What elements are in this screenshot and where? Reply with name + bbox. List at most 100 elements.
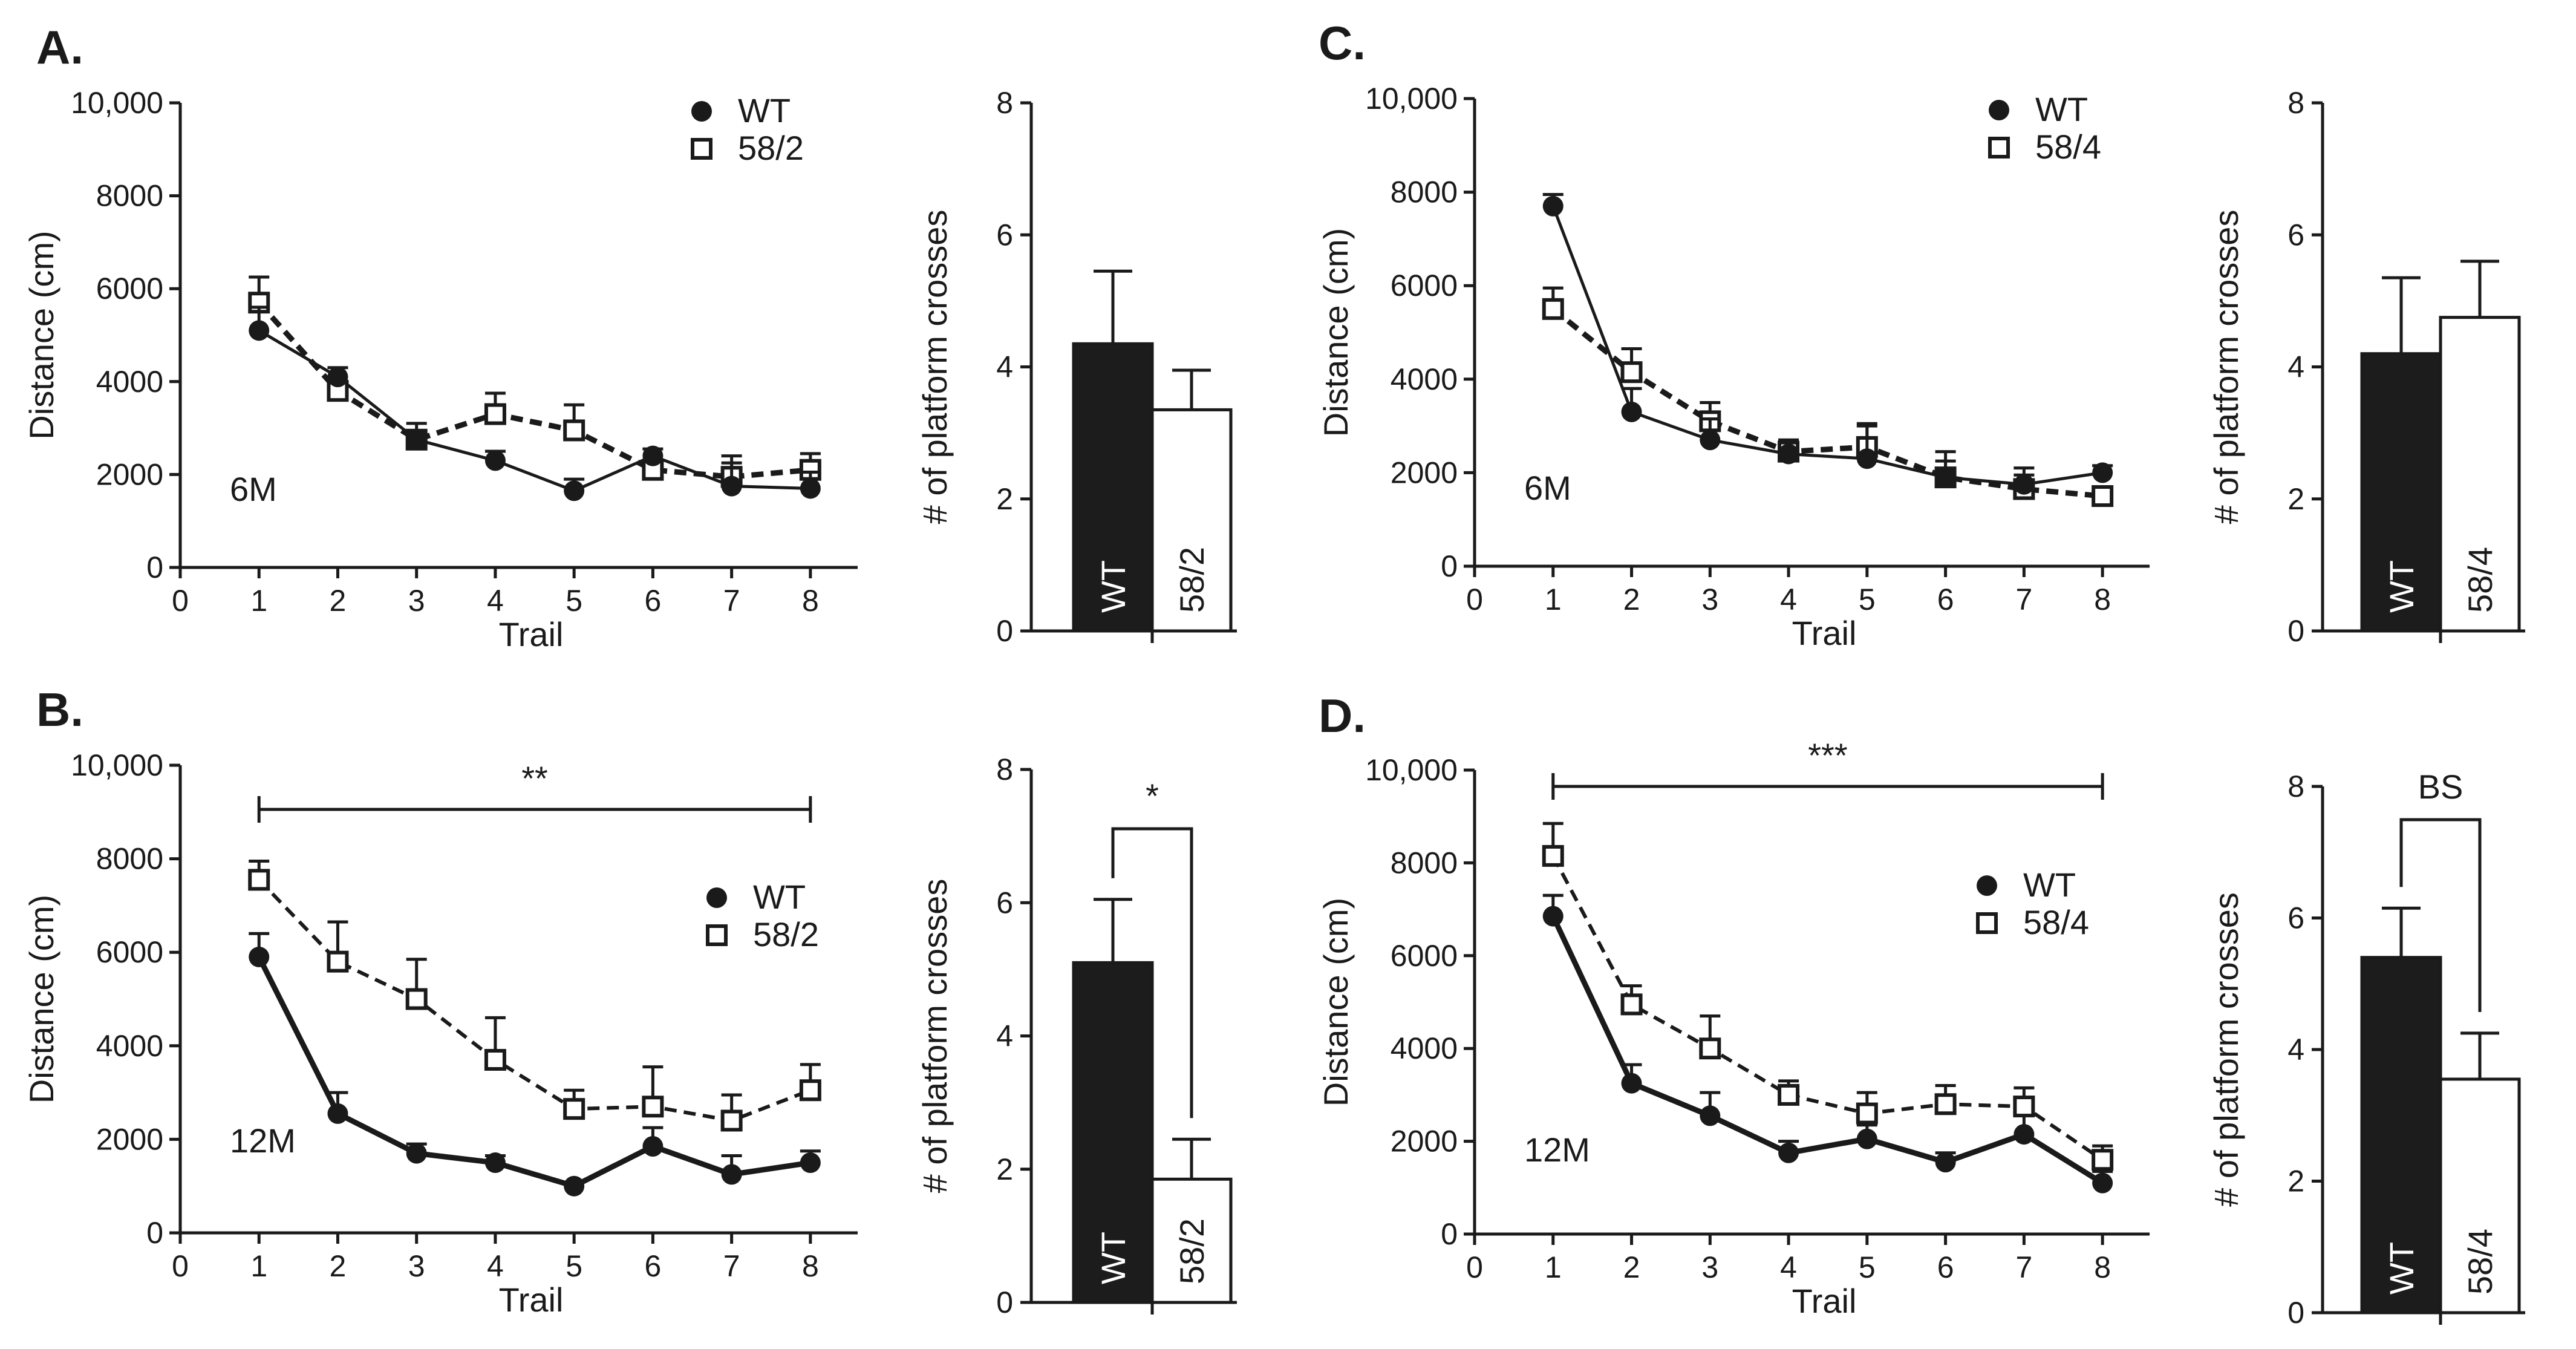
series-line-WT	[258, 329, 810, 492]
y-tick-label: 4000	[1391, 362, 1458, 396]
data-point-WT	[1856, 448, 1877, 469]
x-axis-label: Trail	[499, 1281, 564, 1319]
legend-label: 58/4	[2023, 903, 2089, 941]
y-tick-label: 0	[1441, 549, 1458, 583]
data-point-WT	[564, 1175, 585, 1197]
data-point-WT	[1542, 195, 1564, 217]
y-tick-label: 2000	[96, 457, 163, 491]
x-tick-label: 2	[330, 584, 347, 618]
x-axis-label: Trail	[1792, 614, 1857, 652]
x-tick-label: 8	[2094, 1250, 2111, 1284]
y-tick-label: 6000	[96, 272, 163, 305]
y-tick-label: 6	[996, 886, 1013, 919]
data-point-58-4	[1542, 844, 1564, 867]
data-point-WT	[2092, 1172, 2113, 1194]
x-tick-label: 4	[1780, 583, 1797, 616]
bar-WT	[1072, 342, 1154, 633]
data-point-58-4	[1778, 1083, 1800, 1106]
y-axis-label: Distance (cm)	[22, 895, 60, 1103]
y-tick-label: 8000	[1391, 846, 1458, 880]
data-point-WT	[642, 1135, 664, 1157]
bar-label: 58/2	[1173, 547, 1211, 613]
legend-label: WT	[738, 91, 791, 129]
data-point-WT	[2092, 462, 2113, 483]
x-tick-label: 7	[723, 584, 740, 618]
y-tick-label: 8000	[96, 842, 163, 876]
bar-label: 58/2	[1173, 1218, 1211, 1284]
x-tick-label: 4	[487, 1249, 504, 1283]
bar-label: 58/4	[2461, 1229, 2499, 1295]
x-axis-label: Trail	[499, 615, 564, 653]
series-line-WT	[1551, 205, 2103, 486]
x-tick-label: 7	[723, 1249, 740, 1283]
data-point-WT	[249, 320, 270, 341]
data-point-58-4	[1542, 298, 1564, 320]
legend-marker	[706, 887, 727, 908]
data-point-58-4	[1620, 361, 1643, 384]
bar-label: WT	[2382, 560, 2421, 613]
x-tick-label: 2	[330, 1249, 347, 1283]
y-tick-label: 0	[146, 550, 163, 584]
line-chart-C-line: C. 0 2000 4000 6000 8000 10,000 0 1 2 3 4 5 6 7 8 Trail D…	[1317, 16, 2150, 652]
y-axis-label: # of platform crosses	[916, 210, 954, 524]
bar-58-4	[2439, 1077, 2521, 1315]
age-label: 12M	[1524, 1131, 1590, 1169]
data-point-WT	[406, 1143, 427, 1164]
y-tick-label: 0	[996, 1285, 1013, 1319]
bar-WT	[1072, 961, 1154, 1304]
y-axis-label: Distance (cm)	[1317, 228, 1355, 437]
y-tick-label: 0	[2287, 614, 2304, 648]
series-line-58-4	[1551, 307, 2103, 499]
y-tick-label: 2	[2287, 1164, 2304, 1198]
data-point-WT	[327, 1103, 348, 1124]
y-tick-label: 10,000	[1365, 753, 1458, 787]
data-point-WT	[484, 1152, 506, 1174]
data-point-WT	[2014, 474, 2035, 495]
data-point-WT	[1621, 401, 1642, 422]
y-tick-label: 2	[996, 1152, 1013, 1186]
bar-label: WT	[2382, 1242, 2421, 1295]
bar-label: WT	[1094, 1232, 1132, 1284]
x-tick-label: 2	[1623, 583, 1640, 616]
x-tick-label: 1	[1545, 583, 1562, 616]
x-tick-label: 3	[408, 584, 425, 618]
x-tick-label: 8	[802, 584, 819, 618]
x-tick-label: 6	[644, 584, 661, 618]
x-tick-label: 0	[1466, 583, 1483, 616]
data-point-WT	[1621, 1073, 1642, 1094]
x-axis-label: Trail	[1792, 1282, 1857, 1320]
y-tick-label: 2000	[96, 1122, 163, 1156]
data-point-WT	[721, 1164, 742, 1185]
y-tick-label: 6000	[1391, 269, 1458, 302]
y-tick-label: 8000	[1391, 175, 1458, 209]
legend-marker	[1976, 912, 1998, 934]
data-point-WT	[1856, 1128, 1877, 1149]
legend-label: WT	[753, 878, 806, 916]
panel-letter: A.	[36, 21, 83, 74]
x-tick-label: 7	[2015, 1250, 2032, 1284]
line-chart-A-line: A. 0 2000 4000 6000 8000 10,000 0 1 2 3 4 5 6 7 8 Trail D…	[22, 21, 858, 653]
y-tick-label: 0	[2287, 1296, 2304, 1330]
series-line-WT	[1550, 915, 2104, 1186]
y-tick-label: 0	[996, 614, 1013, 648]
y-tick-label: 6000	[96, 935, 163, 969]
x-tick-label: 7	[2015, 583, 2032, 616]
y-tick-label: 0	[1441, 1217, 1458, 1251]
data-point-58-2	[248, 869, 270, 891]
panel-letter: B.	[36, 683, 83, 736]
x-tick-label: 1	[1545, 1250, 1562, 1284]
data-point-WT	[1700, 430, 1721, 451]
data-point-WT	[1935, 467, 1956, 488]
data-point-58-4	[1620, 993, 1643, 1016]
data-point-WT	[1778, 1142, 1799, 1163]
data-point-58-4	[2092, 485, 2114, 508]
data-point-58-2	[563, 1098, 585, 1120]
x-tick-label: 3	[408, 1249, 425, 1283]
age-label: 6M	[230, 470, 277, 508]
y-axis-label: # of platform crosses	[2207, 210, 2245, 524]
y-tick-label: 6	[2287, 901, 2304, 935]
y-tick-label: 8	[996, 753, 1013, 786]
line-chart-B-line: B. 0 2000 4000 6000 8000 10,000 0 1 2 3 4 5 6 7 8 Trail D…	[22, 683, 858, 1319]
data-point-WT	[327, 367, 348, 388]
